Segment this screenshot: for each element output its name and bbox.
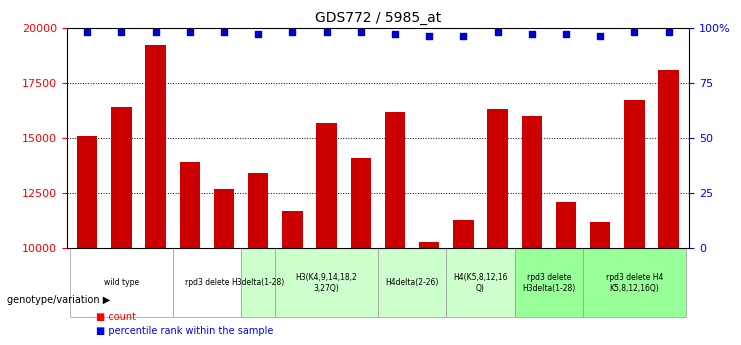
FancyBboxPatch shape [276,248,378,317]
Bar [419,242,439,345]
Bar [624,100,645,345]
Bar [145,45,166,345]
Bar [488,109,508,345]
FancyBboxPatch shape [515,248,583,317]
Point [526,31,538,37]
Point [184,29,196,35]
Point [594,34,606,39]
Text: rpd3 delete H4
K5,8,12,16Q): rpd3 delete H4 K5,8,12,16Q) [605,273,663,293]
Bar [77,136,98,345]
Bar [282,211,302,345]
Point [218,29,230,35]
Bar [556,202,576,345]
Point [287,29,299,35]
Title: GDS772 / 5985_at: GDS772 / 5985_at [315,11,441,25]
Text: H3(K4,9,14,18,2
3,27Q): H3(K4,9,14,18,2 3,27Q) [296,273,357,293]
Bar [248,173,268,345]
Point [116,29,127,35]
Point [628,29,640,35]
Bar [590,222,611,345]
Bar [453,220,473,345]
Bar [350,158,371,345]
FancyBboxPatch shape [173,248,241,317]
FancyBboxPatch shape [583,248,685,317]
Point [560,31,572,37]
Point [389,31,401,37]
Text: ■ percentile rank within the sample: ■ percentile rank within the sample [96,326,273,336]
Bar [385,111,405,345]
Bar [111,107,132,345]
Text: H3delta(1-28): H3delta(1-28) [232,278,285,287]
Point [355,29,367,35]
Point [321,29,333,35]
Point [150,29,162,35]
Text: H4delta(2-26): H4delta(2-26) [385,278,439,287]
Bar [213,189,234,345]
Text: genotype/variation ▶: genotype/variation ▶ [7,295,110,305]
Bar [316,122,337,345]
Text: wild type: wild type [104,278,139,287]
FancyBboxPatch shape [378,248,446,317]
Point [492,29,504,35]
FancyBboxPatch shape [70,248,173,317]
Bar [522,116,542,345]
Point [82,29,93,35]
Point [457,34,469,39]
FancyBboxPatch shape [446,248,515,317]
FancyBboxPatch shape [241,248,276,317]
Text: ■ count: ■ count [96,313,136,322]
Point [252,31,264,37]
Text: rpd3 delete: rpd3 delete [185,278,229,287]
Text: rpd3 delete
H3delta(1-28): rpd3 delete H3delta(1-28) [522,273,576,293]
Point [662,29,674,35]
Text: H4(K5,8,12,16
Q): H4(K5,8,12,16 Q) [453,273,508,293]
Point [423,34,435,39]
Bar [179,162,200,345]
Bar [658,70,679,345]
